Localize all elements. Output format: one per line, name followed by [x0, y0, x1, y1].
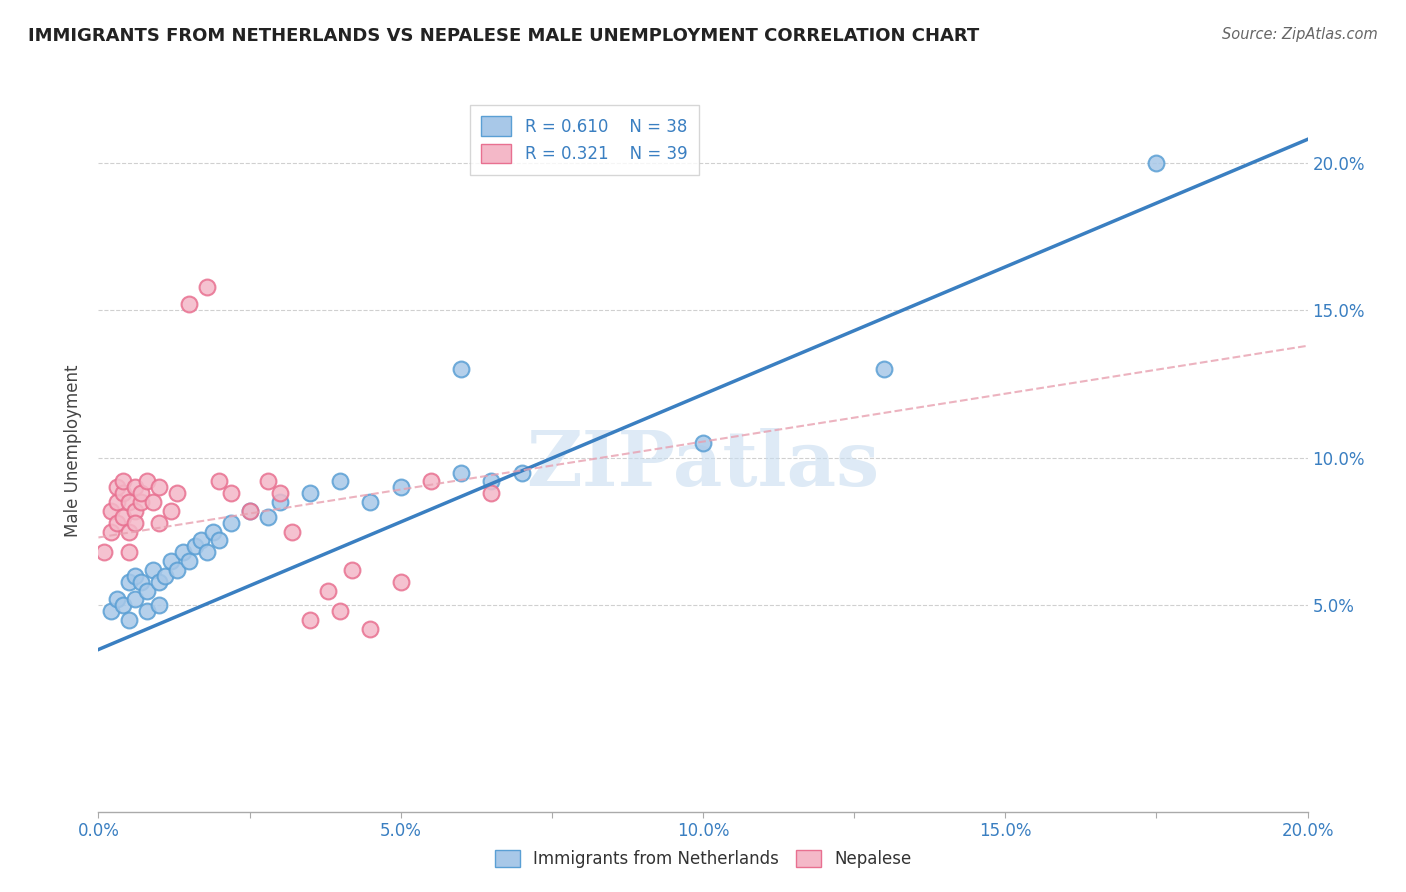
Point: [281, 524, 304, 539]
Point: [135, 475, 157, 489]
Point: [153, 569, 176, 583]
Point: [105, 592, 128, 607]
Point: [124, 516, 146, 530]
Point: [450, 466, 472, 480]
Point: [1144, 156, 1167, 170]
Point: [208, 475, 231, 489]
Point: [111, 509, 134, 524]
Point: [166, 563, 188, 577]
Point: [195, 280, 218, 294]
Point: [100, 504, 122, 518]
Point: [239, 504, 262, 518]
Point: [179, 554, 201, 568]
Point: [389, 480, 412, 494]
Point: [124, 569, 146, 583]
Point: [184, 539, 207, 553]
Point: [105, 495, 128, 509]
Point: [692, 436, 714, 450]
Point: [124, 592, 146, 607]
Point: [105, 480, 128, 494]
Point: [111, 486, 134, 500]
Point: [100, 604, 122, 618]
Point: [118, 613, 141, 627]
Point: [269, 486, 291, 500]
Point: [118, 545, 141, 559]
Point: [360, 495, 382, 509]
Point: [481, 486, 503, 500]
Point: [195, 545, 218, 559]
Point: [148, 480, 170, 494]
Point: [510, 466, 533, 480]
Point: [105, 516, 128, 530]
Y-axis label: Male Unemployment: Male Unemployment: [65, 364, 83, 537]
Point: [450, 362, 472, 376]
Point: [208, 533, 231, 548]
Text: Source: ZipAtlas.com: Source: ZipAtlas.com: [1222, 27, 1378, 42]
Text: IMMIGRANTS FROM NETHERLANDS VS NEPALESE MALE UNEMPLOYMENT CORRELATION CHART: IMMIGRANTS FROM NETHERLANDS VS NEPALESE …: [28, 27, 980, 45]
Point: [118, 524, 141, 539]
Point: [299, 613, 322, 627]
Point: [389, 574, 412, 589]
Point: [135, 604, 157, 618]
Point: [111, 599, 134, 613]
Point: [202, 524, 225, 539]
Point: [148, 574, 170, 589]
Point: [118, 495, 141, 509]
Point: [256, 475, 278, 489]
Point: [111, 475, 134, 489]
Point: [129, 495, 152, 509]
Point: [299, 486, 322, 500]
Point: [142, 495, 165, 509]
Point: [129, 486, 152, 500]
Legend: R = 0.610    N = 38, R = 0.321    N = 39: R = 0.610 N = 38, R = 0.321 N = 39: [470, 104, 699, 175]
Point: [129, 574, 152, 589]
Point: [269, 495, 291, 509]
Text: ZIPatlas: ZIPatlas: [526, 428, 880, 502]
Point: [100, 524, 122, 539]
Point: [221, 486, 243, 500]
Point: [481, 475, 503, 489]
Point: [190, 533, 212, 548]
Point: [179, 297, 201, 311]
Legend: Immigrants from Netherlands, Nepalese: Immigrants from Netherlands, Nepalese: [488, 843, 918, 875]
Point: [360, 622, 382, 636]
Point: [124, 504, 146, 518]
Point: [166, 486, 188, 500]
Point: [420, 475, 443, 489]
Point: [118, 574, 141, 589]
Point: [172, 545, 194, 559]
Point: [148, 599, 170, 613]
Point: [135, 583, 157, 598]
Point: [148, 516, 170, 530]
Point: [329, 475, 352, 489]
Point: [316, 583, 339, 598]
Point: [329, 604, 352, 618]
Point: [873, 362, 896, 376]
Point: [160, 504, 183, 518]
Point: [160, 554, 183, 568]
Point: [142, 563, 165, 577]
Point: [239, 504, 262, 518]
Point: [256, 509, 278, 524]
Point: [221, 516, 243, 530]
Point: [93, 545, 115, 559]
Point: [342, 563, 364, 577]
Point: [124, 480, 146, 494]
